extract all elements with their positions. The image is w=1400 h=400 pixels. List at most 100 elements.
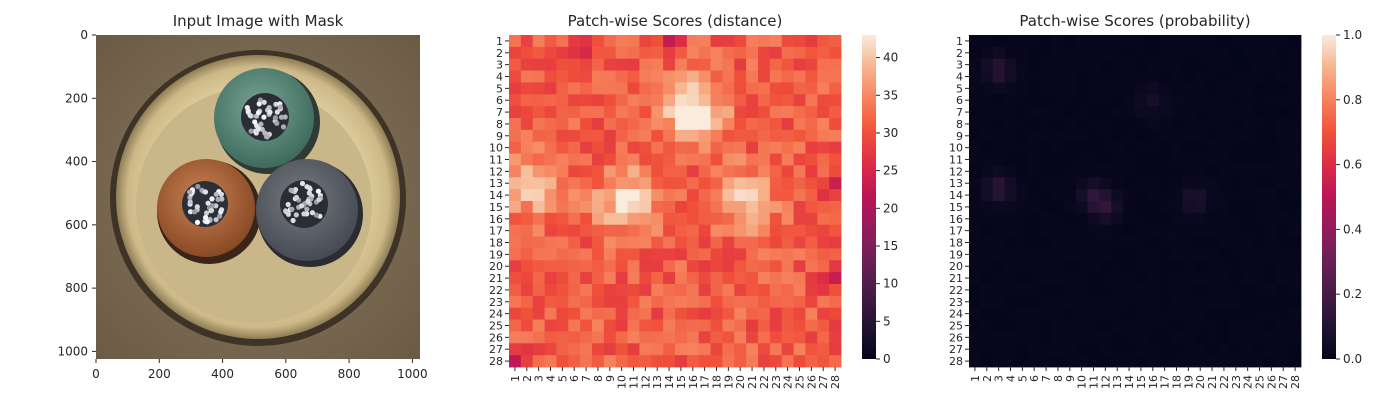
heatmap-cell [639, 153, 652, 166]
heatmap-cell [1229, 319, 1243, 332]
col-tick-label: 9 [604, 375, 617, 382]
heatmap-cell [1289, 272, 1302, 285]
heatmap-cell [1289, 35, 1302, 48]
heatmap-cell [734, 165, 747, 178]
heatmap-cell [1087, 260, 1100, 273]
heatmap-cell [663, 141, 676, 154]
cable-image [96, 35, 420, 359]
heatmap-cell [663, 272, 676, 285]
heatmap-cell [1099, 94, 1112, 107]
heatmap-cell [1111, 307, 1124, 320]
heatmap-cell [1052, 248, 1065, 261]
heatmap-cell [532, 284, 545, 297]
heatmap-cell [781, 260, 794, 273]
heatmap-cell [520, 224, 534, 237]
heatmap-cell [698, 141, 711, 154]
heatmap-cell [1123, 331, 1136, 344]
heatmap-cell [1052, 295, 1065, 309]
heatmap-cell [1099, 189, 1112, 202]
row-tick-label: 28 [949, 355, 963, 368]
image-y-tick-label: 0 [80, 28, 88, 42]
heatmap-cell [627, 129, 640, 143]
heatmap-cell [698, 82, 711, 95]
heatmap-cell [769, 35, 783, 48]
heatmap-cell [1004, 236, 1017, 249]
heatmap-cell [969, 141, 982, 154]
heatmap-cell [969, 260, 982, 273]
heatmap-cell [1016, 189, 1029, 202]
heatmap-cell [1218, 129, 1231, 143]
heatmap-cell [1016, 46, 1029, 60]
heatmap-cell [580, 35, 593, 48]
heatmap-cell [1277, 248, 1290, 261]
heatmap-cell [1040, 58, 1053, 71]
wire-strand [187, 189, 193, 195]
heatmap-cell [1170, 295, 1183, 309]
heatmap-cell [980, 189, 994, 202]
heatmap-cell [710, 106, 723, 119]
heatmap-cell [603, 165, 617, 178]
image-x-tick-label: 0 [92, 367, 100, 381]
heatmap-cell [710, 153, 723, 166]
row-tick-label: 5 [496, 82, 503, 95]
heatmap-cell [1087, 236, 1100, 249]
heatmap-cell [592, 82, 605, 95]
heatmap-cell [639, 70, 652, 83]
heatmap-cell [1135, 212, 1148, 226]
heatmap-cell [675, 165, 688, 178]
heatmap-cell [992, 201, 1005, 214]
heatmap-cell [1241, 46, 1254, 60]
heatmap-cell [580, 177, 593, 190]
heatmap-cell [1040, 355, 1053, 368]
row-tick-label: 24 [489, 308, 503, 321]
heatmap-cell [663, 58, 676, 71]
heatmap-cell [1004, 70, 1017, 83]
heatmap-cell [1146, 224, 1160, 237]
heatmap-cell [1277, 141, 1290, 154]
heatmap-cell [509, 212, 522, 226]
heatmap-cell [734, 224, 747, 237]
heatmap-cell [829, 248, 842, 261]
heatmap-cell [1146, 331, 1160, 344]
heatmap-cell [1194, 248, 1207, 261]
heatmap-cell [544, 189, 557, 202]
heatmap-cell [532, 201, 545, 214]
heatmap-cell [544, 70, 557, 83]
heatmap-cell [829, 295, 842, 309]
heatmap-cell [639, 58, 652, 71]
heatmap-cell [734, 295, 747, 309]
heatmap-cell [580, 212, 593, 226]
heatmap-cell [734, 153, 747, 166]
heatmap-cell [663, 307, 676, 320]
heatmap-cell [1111, 106, 1124, 119]
heatmap-cell [1087, 46, 1100, 60]
heatmap-cell [746, 272, 759, 285]
heatmap-cell [544, 331, 557, 344]
heatmap-cell [1241, 106, 1254, 119]
heatmap-cell [509, 201, 522, 214]
heatmap-cell [1182, 343, 1195, 356]
heatmap-cell [1289, 224, 1302, 237]
heatmap-cell [746, 129, 759, 143]
row-tick-label: 27 [949, 343, 963, 356]
heatmap-cell [817, 58, 830, 71]
heatmap-cell [1170, 70, 1183, 83]
heatmap-cell [615, 319, 628, 332]
heatmap-cell [1040, 129, 1053, 143]
heatmap-cell [532, 165, 545, 178]
wire-strands [187, 97, 324, 225]
heatmap-cell [1040, 260, 1053, 273]
heatmap-cell [1182, 212, 1195, 226]
heatmap-cell [1135, 141, 1148, 154]
row-tick-label: 13 [949, 177, 963, 190]
heatmap-cell [805, 272, 818, 285]
heatmap-cell [520, 201, 534, 214]
heatmap-cell [663, 248, 676, 261]
wire-strand [280, 124, 287, 130]
colorbar-tick-label: 40 [883, 51, 898, 65]
heatmap-cell [509, 177, 522, 190]
heatmap-cell [1182, 177, 1195, 190]
heatmap-cell [793, 106, 806, 119]
heatmap-cell [1075, 319, 1088, 332]
heatmap-cell [556, 319, 569, 332]
